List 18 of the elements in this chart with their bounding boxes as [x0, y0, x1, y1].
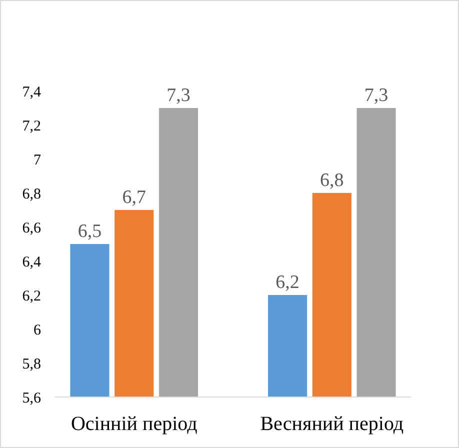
x-tick-label: Весняний період — [260, 413, 404, 435]
y-tick-label: 6,4 — [22, 254, 42, 270]
y-tick-label: 5,8 — [22, 356, 41, 372]
y-tick-label: 7,4 — [22, 84, 42, 100]
x-tick-label: Осінній період — [70, 413, 198, 435]
y-tick-label: 6 — [34, 322, 42, 338]
y-tick-label: 5,6 — [22, 390, 42, 406]
data-label: 6,2 — [276, 272, 300, 293]
y-tick-label: 7 — [34, 152, 42, 168]
data-label: 6,7 — [122, 187, 146, 208]
y-tick-label: 6,8 — [22, 186, 41, 202]
data-label: 6,8 — [320, 170, 344, 191]
data-label: 7,3 — [364, 85, 388, 106]
data-label: 7,3 — [166, 85, 190, 106]
data-label: 6,5 — [78, 221, 102, 242]
y-tick-label: 6,6 — [22, 220, 42, 236]
y-tick-label: 6,2 — [22, 288, 41, 304]
y-tick-label: 7,2 — [22, 118, 41, 134]
